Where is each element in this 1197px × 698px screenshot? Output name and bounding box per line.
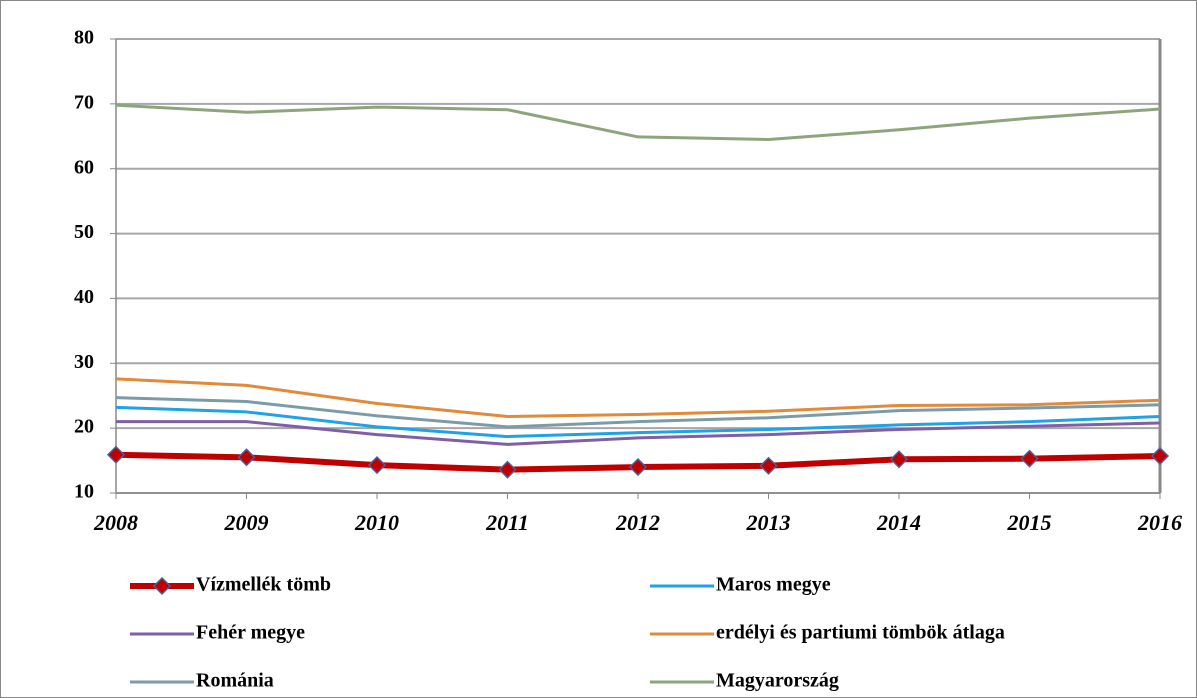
legend-label: Fehér megye — [196, 622, 305, 644]
series-marker — [1150, 446, 1170, 466]
series-line — [115, 405, 1161, 439]
series-marker — [889, 450, 909, 469]
x-tick-label: 2012 — [615, 510, 660, 535]
series-marker — [237, 448, 256, 467]
y-tick-label: 40 — [74, 286, 94, 308]
series-line — [115, 396, 1161, 429]
series-marker — [106, 445, 126, 464]
legend-label: Vízmellék tömb — [196, 574, 331, 596]
series-marker — [759, 456, 778, 475]
y-tick-label: 20 — [74, 416, 94, 438]
series-line — [115, 377, 1161, 418]
y-tick-label: 60 — [74, 156, 94, 178]
x-tick-label: 2016 — [1137, 510, 1182, 535]
x-tick-label: 2008 — [93, 510, 138, 535]
y-tick-label: 50 — [74, 221, 94, 243]
y-tick-label: 10 — [74, 481, 94, 503]
y-tick-label: 80 — [74, 27, 94, 49]
series-line — [116, 420, 1161, 446]
x-tick-label: 2015 — [1007, 510, 1052, 535]
legend-label: Románia — [196, 670, 274, 692]
x-tick-label: 2010 — [354, 510, 399, 535]
legend-label: Maros megye — [716, 574, 831, 596]
legend-label: erdélyi és partiumi tömbök átlaga — [716, 622, 1005, 644]
y-tick-label: 70 — [74, 91, 94, 113]
series-marker — [498, 460, 517, 479]
x-tick-label: 2009 — [224, 510, 269, 535]
y-tick-label: 30 — [74, 351, 94, 373]
series-marker — [628, 457, 648, 477]
series-marker — [367, 456, 387, 475]
series-marker — [1020, 449, 1039, 468]
x-tick-label: 2013 — [746, 510, 791, 535]
legend-marker — [152, 576, 172, 596]
series-line — [115, 103, 1161, 142]
x-tick-label: 2014 — [876, 510, 921, 535]
legend-label: Magyarország — [716, 670, 839, 692]
x-tick-label: 2011 — [485, 510, 529, 535]
